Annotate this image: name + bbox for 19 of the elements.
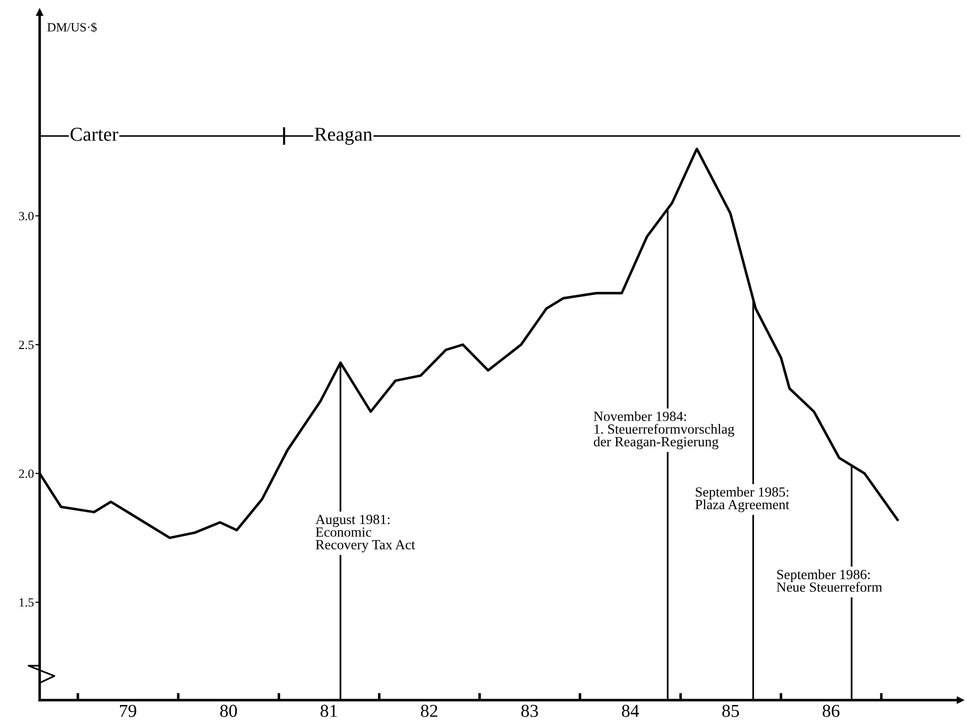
- annotation: Carter: [70, 128, 118, 141]
- y-tick-label: 3.0: [19, 212, 34, 220]
- y-tick-label: 2.0: [19, 469, 34, 478]
- x-tick-label: 81: [320, 704, 337, 717]
- x-tick-label: 80: [220, 704, 237, 717]
- annotation: Reagan: [314, 128, 372, 145]
- ref-line-label: September 1985: Plaza Agreement: [695, 486, 790, 512]
- y-tick-label: 1.5: [20, 598, 34, 607]
- ref-line-label: August 1981: Economic Recovery Tax Act: [315, 514, 416, 552]
- x-tick-label: 85: [722, 704, 739, 717]
- y-axis-title: DM/US·$: [47, 22, 97, 32]
- x-tick-label: 79: [120, 704, 136, 717]
- y-tick-label: 2.5: [19, 340, 34, 350]
- ref-line-label: September 1986: Neue Steuerreform: [776, 569, 882, 592]
- x-tick-label: 84: [622, 704, 640, 717]
- x-tick-label: 86: [822, 704, 840, 717]
- x-tick-label: 82: [420, 704, 438, 717]
- ref-line-label: November 1984: 1. Steuerreformvorschlag der Reagan-Regierung: [594, 411, 734, 450]
- x-tick-label: 83: [521, 704, 538, 717]
